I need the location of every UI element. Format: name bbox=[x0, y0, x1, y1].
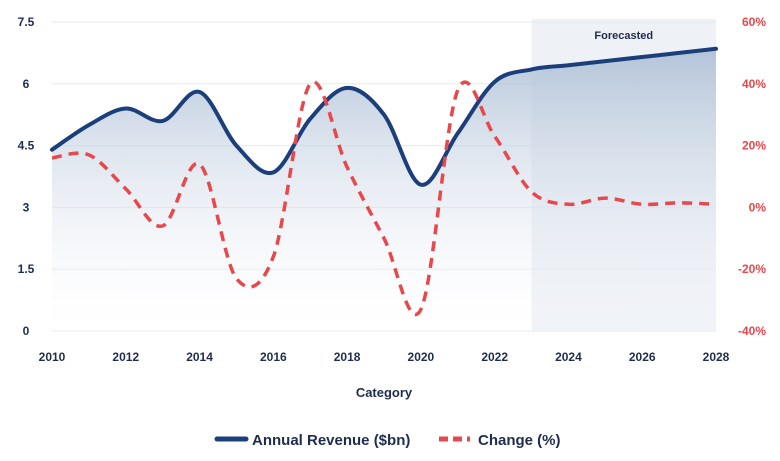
x-axis-tick-label: 2026 bbox=[629, 350, 656, 364]
left-axis-tick-label: 4.5 bbox=[18, 139, 35, 153]
x-axis-tick-label: 2028 bbox=[703, 350, 730, 364]
legend-item-revenue[interactable]: Annual Revenue ($bn) bbox=[214, 432, 410, 449]
x-axis-ticks: 2010 2012 2014 2016 2018 2020 2022 2024 2026 2028 bbox=[39, 350, 730, 364]
x-axis-tick-label: 2012 bbox=[112, 350, 139, 364]
x-axis-title: Category bbox=[356, 385, 413, 400]
forecast-annotation: Forecasted bbox=[594, 30, 653, 42]
right-axis-tick-label: 20% bbox=[742, 139, 766, 153]
x-axis-tick-label: 2018 bbox=[334, 350, 361, 364]
x-axis-tick-label: 2024 bbox=[555, 350, 582, 364]
left-axis-tick-label: 0 bbox=[23, 324, 30, 338]
left-axis-tick-label: 1.5 bbox=[18, 262, 35, 276]
left-axis-ticks: 0 1.5 3 4.5 6 7.5 bbox=[18, 15, 35, 338]
legend-label-change: Change (%) bbox=[478, 432, 561, 449]
right-axis-tick-label: 0% bbox=[749, 200, 767, 214]
revenue-series-line bbox=[50, 46, 718, 187]
legend-item-change[interactable]: Change (%) bbox=[439, 432, 561, 449]
x-axis-tick-label: 2022 bbox=[481, 350, 508, 364]
right-axis-tick-label: 40% bbox=[742, 77, 766, 91]
right-axis-tick-label: -20% bbox=[738, 262, 766, 276]
left-axis-tick-label: 6 bbox=[23, 77, 30, 91]
left-axis-tick-label: 7.5 bbox=[18, 15, 35, 29]
right-axis-tick-label: 60% bbox=[742, 15, 766, 29]
x-axis-tick-label: 2014 bbox=[186, 350, 213, 364]
revenue-area-fill bbox=[52, 48, 716, 332]
legend-label-revenue: Annual Revenue ($bn) bbox=[252, 432, 410, 449]
left-axis-tick-label: 3 bbox=[23, 200, 30, 214]
x-axis-tick-label: 2010 bbox=[39, 350, 66, 364]
right-axis-ticks: -40% -20% 0% 20% 40% 60% bbox=[738, 15, 766, 338]
legend: Annual Revenue ($bn) Change (%) bbox=[214, 432, 561, 449]
right-axis-tick-label: -40% bbox=[738, 324, 766, 338]
x-axis-tick-label: 2020 bbox=[408, 350, 435, 364]
x-axis-tick-label: 2016 bbox=[260, 350, 287, 364]
change-series-line bbox=[51, 80, 717, 317]
